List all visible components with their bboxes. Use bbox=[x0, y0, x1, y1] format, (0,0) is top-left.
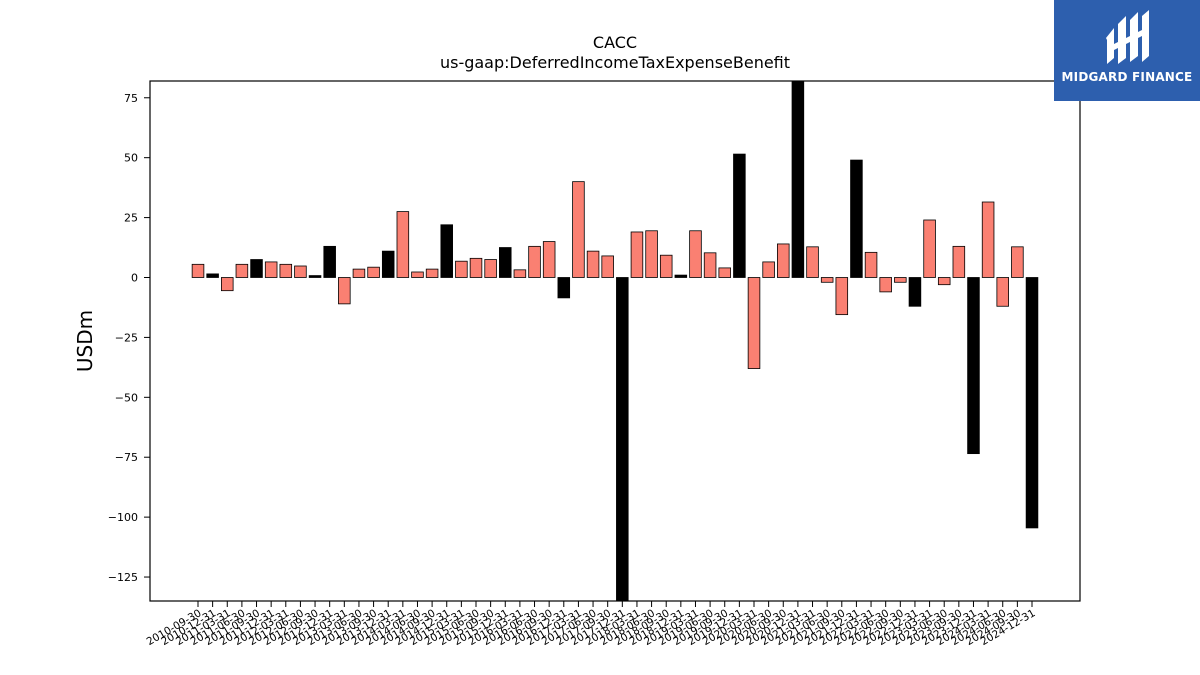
bar-2017-09-30 bbox=[601, 255, 614, 278]
y-tick-label: −25 bbox=[115, 331, 138, 344]
bar-2016-03-31 bbox=[513, 269, 527, 278]
bar-2020-09-30 bbox=[777, 243, 790, 278]
y-tick-label: 25 bbox=[124, 212, 138, 225]
bar-2019-12-31 bbox=[733, 153, 746, 278]
midgard-finance-logo: MIDGARD FINANCE bbox=[1054, 0, 1200, 101]
bars-group bbox=[191, 80, 1039, 602]
bar-2017-03-31 bbox=[572, 181, 585, 278]
x-ticks: 2010-09-302010-12-312011-03-312011-06-30… bbox=[145, 601, 1038, 648]
bar-2022-12-31 bbox=[908, 277, 922, 307]
y-ticks: 75 50 25 0 −25 −50 −75 −100 −125 bbox=[108, 92, 150, 584]
chart-subtitle: us-gaap:DeferredIncomeTaxExpenseBenefit bbox=[440, 53, 790, 72]
bar-2023-06-30 bbox=[937, 277, 951, 286]
plot-frame bbox=[149, 80, 1081, 602]
bar-2022-06-30 bbox=[879, 277, 892, 293]
midgard-logo-icon bbox=[1106, 10, 1149, 64]
bar-2021-09-30 bbox=[835, 277, 849, 316]
bar-2023-09-30 bbox=[952, 245, 966, 278]
bar-2024-09-30 bbox=[1011, 246, 1024, 278]
bar-2019-09-30 bbox=[718, 267, 731, 278]
bar-2015-06-30 bbox=[469, 257, 483, 278]
bar-2017-12-31 bbox=[616, 277, 629, 602]
bar-2012-06-30 bbox=[294, 265, 307, 278]
bar-2011-03-31 bbox=[221, 277, 234, 292]
bar-2018-06-30 bbox=[645, 230, 658, 278]
bar-2012-09-30 bbox=[308, 275, 322, 278]
bar-2016-09-30 bbox=[542, 241, 556, 278]
bar-2010-12-31 bbox=[206, 273, 219, 278]
y-axis-label: USDm bbox=[73, 310, 97, 372]
bar-2014-09-30 bbox=[425, 268, 439, 278]
bar-2011-12-31 bbox=[264, 261, 278, 278]
bar-2015-12-31 bbox=[499, 247, 512, 278]
bar-2023-03-31 bbox=[923, 219, 936, 278]
bar-2013-12-31 bbox=[381, 250, 395, 278]
bar-2013-03-31 bbox=[338, 277, 351, 305]
bar-2016-12-31 bbox=[557, 277, 571, 299]
y-tick-label: 75 bbox=[124, 92, 138, 105]
y-tick-label: 0 bbox=[131, 271, 138, 284]
bar-2021-12-31 bbox=[850, 159, 863, 278]
bar-2012-03-31 bbox=[279, 263, 293, 278]
bar-2022-03-31 bbox=[864, 251, 878, 278]
bar-2010-09-30 bbox=[191, 263, 205, 278]
bar-2020-06-30 bbox=[762, 261, 775, 278]
y-tick-label: −125 bbox=[108, 571, 138, 584]
bar-2021-03-31 bbox=[806, 246, 819, 278]
bar-2012-12-31 bbox=[323, 245, 336, 278]
bar-2017-06-30 bbox=[586, 250, 600, 278]
bar-2014-06-30 bbox=[411, 271, 424, 278]
bar-2019-03-31 bbox=[689, 230, 702, 278]
bar-2016-06-30 bbox=[528, 245, 541, 278]
bar-2018-09-30 bbox=[659, 254, 673, 278]
y-tick-label: −75 bbox=[115, 451, 138, 464]
bar-2018-03-31 bbox=[630, 231, 644, 278]
bar-2013-06-30 bbox=[352, 268, 366, 278]
bar-2020-03-31 bbox=[747, 277, 761, 369]
bar-2024-06-30 bbox=[996, 277, 1009, 307]
bar-2011-06-30 bbox=[235, 263, 249, 278]
bar-2015-09-30 bbox=[484, 259, 497, 278]
logo-text: MIDGARD FINANCE bbox=[1061, 70, 1193, 84]
bar-2021-06-30 bbox=[820, 277, 834, 283]
bar-2023-12-31 bbox=[967, 277, 980, 455]
bar-2018-12-31 bbox=[674, 274, 688, 278]
y-tick-label: 50 bbox=[124, 152, 138, 165]
bar-2020-12-31 bbox=[791, 80, 805, 278]
bar-2014-12-31 bbox=[440, 224, 453, 278]
y-tick-label: −100 bbox=[108, 511, 138, 524]
bar-2013-09-30 bbox=[367, 266, 380, 278]
bar-2019-06-30 bbox=[703, 252, 717, 278]
bar-2022-09-30 bbox=[894, 277, 907, 283]
bar-2015-03-31 bbox=[455, 260, 468, 278]
y-tick-label: −50 bbox=[115, 391, 138, 404]
bar-2024-03-31 bbox=[981, 201, 995, 278]
chart-title: CACC bbox=[593, 33, 637, 52]
bar-2024-12-31 bbox=[1025, 277, 1039, 529]
bar-2014-03-31 bbox=[396, 211, 410, 278]
bar-2011-09-30 bbox=[250, 259, 263, 278]
